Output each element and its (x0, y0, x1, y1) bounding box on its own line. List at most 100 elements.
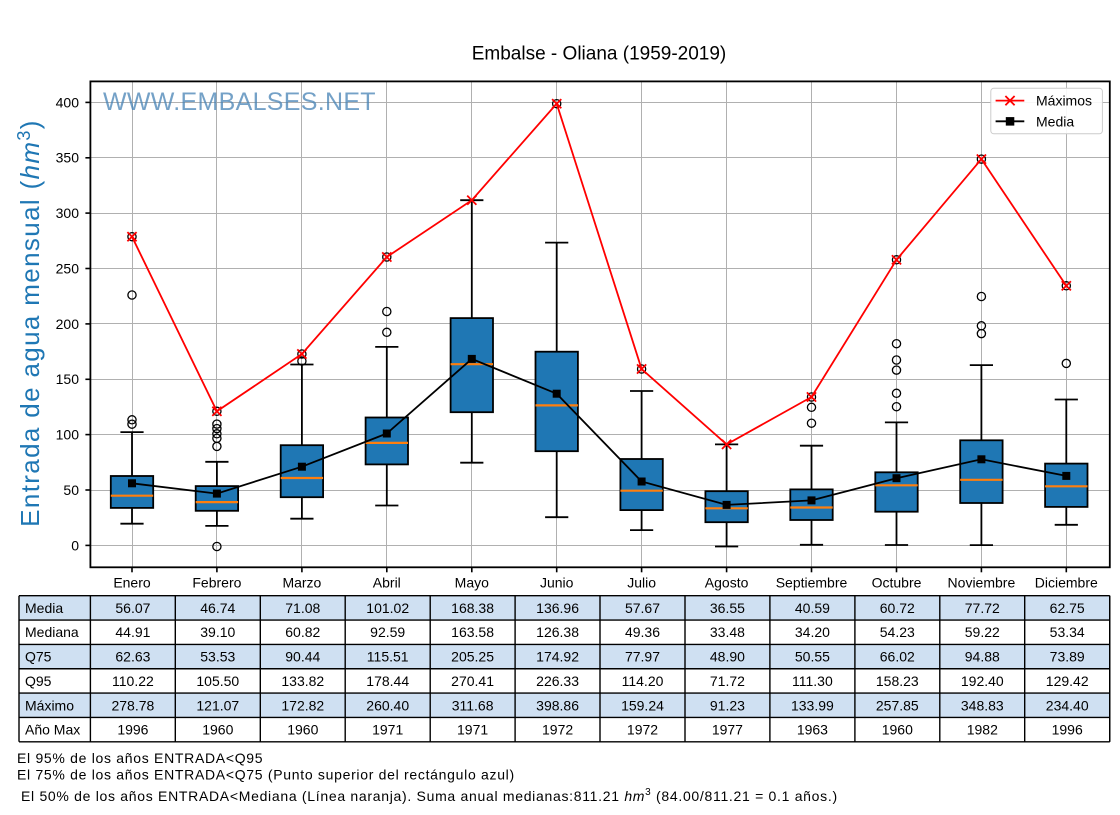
svg-text:50.55: 50.55 (795, 649, 830, 665)
svg-text:1960: 1960 (202, 722, 233, 738)
svg-text:53.53: 53.53 (200, 649, 235, 665)
svg-text:60.82: 60.82 (285, 624, 320, 640)
svg-text:62.75: 62.75 (1050, 600, 1085, 616)
svg-text:1972: 1972 (542, 722, 573, 738)
svg-text:62.63: 62.63 (115, 649, 150, 665)
svg-text:350: 350 (56, 150, 80, 166)
svg-text:Abril: Abril (373, 575, 401, 591)
svg-text:WWW.EMBALSES.NET: WWW.EMBALSES.NET (103, 88, 376, 116)
svg-text:60.72: 60.72 (880, 600, 915, 616)
svg-text:400: 400 (56, 94, 80, 110)
svg-text:Q75: Q75 (25, 649, 52, 665)
svg-text:1977: 1977 (712, 722, 743, 738)
svg-text:44.91: 44.91 (115, 624, 150, 640)
svg-text:92.59: 92.59 (370, 624, 405, 640)
svg-text:46.74: 46.74 (200, 600, 235, 616)
svg-text:168.38: 168.38 (451, 600, 494, 616)
svg-text:250: 250 (56, 260, 80, 276)
svg-text:36.55: 36.55 (710, 600, 745, 616)
svg-text:Diciembre: Diciembre (1035, 575, 1098, 591)
svg-text:192.40: 192.40 (961, 673, 1004, 689)
svg-text:311.68: 311.68 (452, 697, 494, 713)
svg-text:77.97: 77.97 (625, 649, 660, 665)
svg-text:101.02: 101.02 (366, 600, 409, 616)
svg-text:57.67: 57.67 (625, 600, 660, 616)
svg-text:El 75% de los años ENTRADA<Q75: El 75% de los años ENTRADA<Q75 (Punto su… (17, 767, 515, 783)
svg-text:172.82: 172.82 (281, 697, 324, 713)
svg-text:Marzo: Marzo (282, 575, 321, 591)
svg-text:Enero: Enero (113, 575, 151, 591)
svg-text:100: 100 (56, 427, 80, 443)
svg-text:205.25: 205.25 (451, 649, 494, 665)
svg-text:226.33: 226.33 (536, 673, 579, 689)
svg-text:105.50: 105.50 (196, 673, 239, 689)
svg-text:1971: 1971 (372, 722, 403, 738)
svg-text:270.41: 270.41 (451, 673, 494, 689)
svg-text:300: 300 (56, 205, 80, 221)
svg-text:Mayo: Mayo (455, 575, 489, 591)
svg-text:39.10: 39.10 (200, 624, 235, 640)
svg-text:49.36: 49.36 (625, 624, 660, 640)
svg-text:129.42: 129.42 (1046, 673, 1089, 689)
svg-text:Julio: Julio (627, 575, 656, 591)
svg-text:77.72: 77.72 (965, 600, 1000, 616)
svg-text:257.85: 257.85 (876, 697, 919, 713)
svg-text:110.22: 110.22 (112, 673, 154, 689)
svg-text:Febrero: Febrero (192, 575, 241, 591)
svg-text:Entrada de agua mensual (hm3): Entrada de agua mensual (hm3) (14, 119, 45, 527)
svg-text:40.59: 40.59 (795, 600, 830, 616)
svg-text:0: 0 (71, 537, 79, 553)
svg-text:159.24: 159.24 (621, 697, 664, 713)
svg-text:178.44: 178.44 (366, 673, 409, 689)
svg-text:200: 200 (56, 316, 80, 332)
svg-text:56.07: 56.07 (115, 600, 150, 616)
svg-text:90.44: 90.44 (285, 649, 320, 665)
svg-text:126.38: 126.38 (536, 624, 579, 640)
svg-text:111.30: 111.30 (792, 673, 833, 689)
svg-text:50: 50 (63, 482, 79, 498)
svg-text:1971: 1971 (457, 722, 488, 738)
svg-text:Media: Media (25, 600, 63, 616)
svg-text:1960: 1960 (882, 722, 913, 738)
svg-text:260.40: 260.40 (366, 697, 409, 713)
svg-text:Embalse - Oliana (1959-2019): Embalse - Oliana (1959-2019) (472, 44, 727, 65)
svg-text:48.90: 48.90 (710, 649, 745, 665)
svg-text:71.72: 71.72 (710, 673, 745, 689)
svg-text:33.48: 33.48 (710, 624, 745, 640)
svg-text:234.40: 234.40 (1046, 697, 1089, 713)
svg-text:53.34: 53.34 (1050, 624, 1085, 640)
svg-text:Septiembre: Septiembre (776, 575, 848, 591)
svg-text:Máximo: Máximo (25, 697, 74, 713)
svg-text:Mediana: Mediana (25, 624, 79, 640)
svg-text:91.23: 91.23 (710, 697, 745, 713)
svg-text:94.88: 94.88 (965, 649, 1000, 665)
svg-text:66.02: 66.02 (880, 649, 915, 665)
svg-text:121.07: 121.07 (196, 697, 239, 713)
svg-text:1982: 1982 (967, 722, 998, 738)
svg-text:398.86: 398.86 (536, 697, 579, 713)
svg-text:1972: 1972 (627, 722, 658, 738)
svg-text:73.89: 73.89 (1050, 649, 1085, 665)
svg-text:1960: 1960 (287, 722, 318, 738)
svg-text:Año Max: Año Max (25, 722, 80, 738)
svg-text:Q95: Q95 (25, 673, 52, 689)
svg-text:133.82: 133.82 (281, 673, 324, 689)
svg-text:158.23: 158.23 (876, 673, 919, 689)
svg-text:1996: 1996 (117, 722, 148, 738)
svg-text:133.99: 133.99 (791, 697, 834, 713)
svg-text:54.23: 54.23 (880, 624, 915, 640)
svg-text:278.78: 278.78 (111, 697, 154, 713)
svg-text:114.20: 114.20 (622, 673, 664, 689)
svg-text:59.22: 59.22 (965, 624, 1000, 640)
svg-text:El 50% de los años ENTRADA<Med: El 50% de los años ENTRADA<Mediana (Líne… (21, 787, 838, 804)
svg-text:71.08: 71.08 (285, 600, 320, 616)
svg-text:115.51: 115.51 (367, 649, 409, 665)
svg-text:Junio: Junio (540, 575, 574, 591)
svg-text:348.83: 348.83 (961, 697, 1004, 713)
svg-text:El 95% de los años ENTRADA<Q95: El 95% de los años ENTRADA<Q95 (17, 750, 263, 766)
svg-text:Máximos: Máximos (1036, 93, 1092, 109)
svg-text:1996: 1996 (1052, 722, 1083, 738)
svg-text:1963: 1963 (797, 722, 828, 738)
svg-text:Noviembre: Noviembre (948, 575, 1016, 591)
svg-text:Octubre: Octubre (872, 575, 922, 591)
